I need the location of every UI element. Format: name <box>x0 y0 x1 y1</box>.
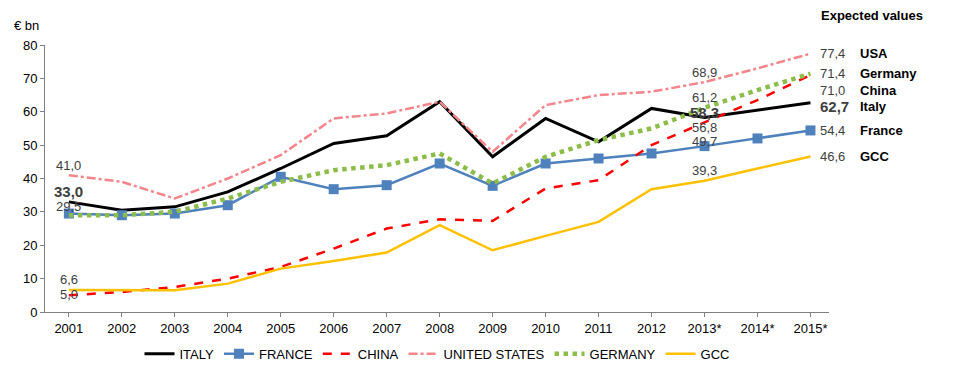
svg-text:ITALY: ITALY <box>180 347 215 362</box>
svg-text:USA: USA <box>860 46 888 61</box>
svg-text:2011: 2011 <box>585 321 613 336</box>
svg-text:GCC: GCC <box>860 149 890 164</box>
svg-text:58,3: 58,3 <box>690 104 719 121</box>
svg-text:GCC: GCC <box>701 347 730 362</box>
svg-text:54,4: 54,4 <box>820 123 845 138</box>
svg-text:2013*: 2013* <box>688 321 722 336</box>
svg-text:6,6: 6,6 <box>60 272 78 287</box>
svg-text:41,0: 41,0 <box>56 158 81 173</box>
svg-text:€ bn: € bn <box>14 18 39 33</box>
svg-text:FRANCE: FRANCE <box>259 347 313 362</box>
svg-text:77,4: 77,4 <box>820 46 845 61</box>
svg-text:France: France <box>860 123 903 138</box>
svg-text:2014*: 2014* <box>740 321 774 336</box>
svg-text:0: 0 <box>30 305 37 320</box>
svg-text:71,4: 71,4 <box>820 66 845 81</box>
svg-text:2004: 2004 <box>213 321 242 336</box>
svg-text:46,6: 46,6 <box>820 149 845 164</box>
svg-text:UNITED STATES: UNITED STATES <box>444 347 545 362</box>
svg-text:30: 30 <box>23 204 37 219</box>
svg-text:40: 40 <box>23 171 37 186</box>
svg-text:Expected values: Expected values <box>821 8 923 23</box>
svg-text:29,5: 29,5 <box>56 199 81 214</box>
svg-text:5,0: 5,0 <box>60 287 78 302</box>
svg-text:56,8: 56,8 <box>692 120 717 135</box>
svg-text:68,9: 68,9 <box>692 65 717 80</box>
svg-text:39,3: 39,3 <box>692 163 717 178</box>
svg-text:2007: 2007 <box>372 321 401 336</box>
svg-text:Italy: Italy <box>860 99 887 114</box>
svg-text:2003: 2003 <box>160 321 189 336</box>
svg-text:50: 50 <box>23 138 37 153</box>
svg-text:2005: 2005 <box>266 321 295 336</box>
svg-text:2009: 2009 <box>478 321 507 336</box>
svg-text:2010: 2010 <box>531 321 560 336</box>
svg-text:2001: 2001 <box>54 321 83 336</box>
svg-text:49,7: 49,7 <box>692 134 717 149</box>
svg-text:GERMANY: GERMANY <box>590 347 656 362</box>
svg-text:20: 20 <box>23 238 37 253</box>
svg-text:2012: 2012 <box>637 321 666 336</box>
svg-text:61,2: 61,2 <box>692 90 717 105</box>
svg-text:60: 60 <box>23 104 37 119</box>
svg-text:2015*: 2015* <box>793 321 827 336</box>
svg-text:70: 70 <box>23 71 37 86</box>
svg-text:2006: 2006 <box>319 321 348 336</box>
svg-text:62,7: 62,7 <box>820 98 849 115</box>
svg-text:80: 80 <box>23 38 37 53</box>
svg-text:Germany: Germany <box>860 66 917 81</box>
svg-text:China: China <box>860 83 897 98</box>
svg-text:2008: 2008 <box>425 321 454 336</box>
svg-text:71,0: 71,0 <box>820 83 845 98</box>
svg-text:10: 10 <box>23 271 37 286</box>
svg-text:2002: 2002 <box>107 321 136 336</box>
svg-text:CHINA: CHINA <box>358 347 399 362</box>
svg-text:33,0: 33,0 <box>54 183 83 200</box>
